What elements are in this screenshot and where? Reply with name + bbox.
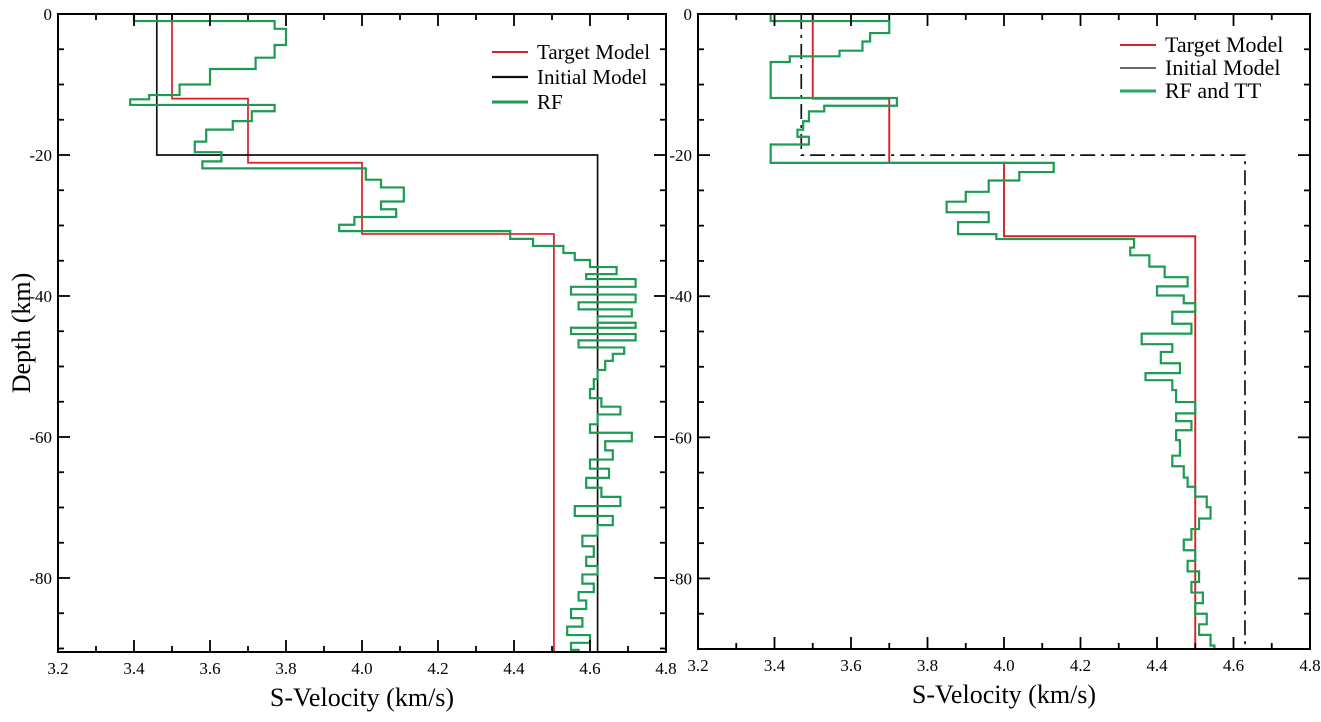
legend-label: RF and TT: [1165, 78, 1262, 103]
x-tick-label: 4.0: [993, 656, 1014, 675]
chart-left: 3.2 3.4 3.6 3.8 4.0 4.2 4.4 4.6 4.8 0 -20 -40 -60 -80…: [7, 5, 677, 712]
x-tick-label: 4.6: [579, 659, 600, 678]
y-tick-label: -80: [29, 569, 52, 588]
plot-frame: [697, 13, 1311, 650]
y-tick-label: 0: [44, 5, 53, 24]
legend-label: Initial Model: [537, 65, 647, 89]
y-tick-label: 0: [684, 5, 693, 24]
x-tick-label: 3.2: [47, 659, 68, 678]
y-tick-label: -20: [669, 146, 692, 165]
x-tick-label: 3.6: [199, 659, 220, 678]
y-tick-label: -20: [29, 146, 52, 165]
series-target-model-line: [171, 14, 555, 652]
x-tick-label: 4.4: [1146, 656, 1168, 675]
y-tick-label: -60: [669, 428, 692, 447]
x-tick-label: 3.2: [687, 656, 708, 675]
y-tick-label: -60: [29, 428, 52, 447]
series-rf-and-tt-line: [769, 14, 1216, 649]
x-tick-label: 3.4: [123, 659, 145, 678]
legend-label: RF: [537, 90, 563, 114]
x-tick-label: 4.8: [655, 659, 676, 678]
series-target-model-line: [811, 14, 1197, 649]
x-tick-label: 4.0: [351, 659, 372, 678]
x-tick-label: 4.8: [1299, 656, 1320, 675]
x-tick-label: 4.2: [427, 659, 448, 678]
x-axis-title: S-Velocity (km/s): [912, 680, 1096, 709]
legend-label: Initial Model: [1165, 55, 1280, 80]
chart-right: 3.2 3.4 3.6 3.8 4.0 4.2 4.4 4.6 4.8 0 -20 -40 -60 -80…: [669, 5, 1320, 709]
x-tick-label: 3.8: [917, 656, 938, 675]
y-tick-label: -40: [29, 287, 52, 306]
y-axis-title: Depth (km): [7, 273, 36, 394]
series-rf-line: [129, 14, 637, 652]
x-tick-label: 4.6: [1223, 656, 1244, 675]
y-tick-label: -80: [669, 569, 692, 588]
y-tick-label: -40: [669, 287, 692, 306]
x-tick-label: 4.2: [1070, 656, 1091, 675]
legend-label: Target Model: [1165, 32, 1283, 57]
x-tick-label: 4.4: [503, 659, 525, 678]
legend-label: Target Model: [537, 40, 650, 64]
x-tick-label: 3.6: [840, 656, 861, 675]
x-tick-label: 3.4: [764, 656, 786, 675]
series-initial-model-line: [800, 14, 1246, 649]
series-initial-model-line: [155, 14, 599, 652]
x-tick-label: 3.8: [275, 659, 296, 678]
x-axis-title: S-Velocity (km/s): [270, 683, 454, 712]
